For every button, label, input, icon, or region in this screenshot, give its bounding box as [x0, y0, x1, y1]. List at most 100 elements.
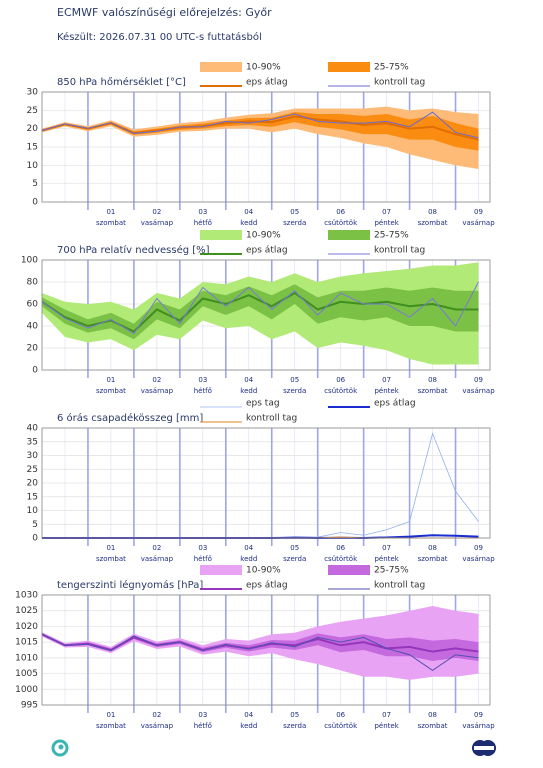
y-tick-label: 5: [32, 520, 38, 530]
weekday-label: vasárnap: [462, 555, 495, 563]
weekday-label: szombat: [418, 387, 448, 395]
chart-title: 6 órás csapadékösszeg [mm]: [57, 412, 203, 424]
day-label: 04: [244, 376, 253, 384]
y-tick-label: 30: [27, 88, 39, 98]
y-tick-label: 40: [27, 322, 39, 332]
line: [41, 111, 479, 139]
weekday-label: vasárnap: [462, 387, 495, 395]
day-label: 06: [336, 208, 345, 216]
chart-title: 700 hPa relatív nedvesség [%]: [57, 244, 210, 256]
weekday-label: szerda: [283, 387, 306, 395]
legend-label: eps tag: [246, 399, 280, 409]
y-tick-label: 0: [32, 534, 38, 544]
weekday-label: péntek: [374, 555, 399, 563]
left-logo: [51, 739, 69, 757]
y-tick-label: 15: [27, 492, 38, 502]
legend-label: kontroll tag: [374, 78, 425, 88]
legend-swatch: [200, 230, 242, 240]
y-tick-label: 35: [27, 437, 38, 447]
legend-label: 25-75%: [374, 231, 409, 241]
day-label: 05: [290, 208, 299, 216]
ecmwf-logo: [472, 740, 496, 756]
day-label: 09: [474, 711, 483, 719]
y-tick-label: 1005: [15, 669, 38, 679]
weekday-label: szombat: [96, 722, 126, 730]
legend-label: 10-90%: [246, 231, 281, 241]
weekday-label: kedd: [240, 555, 257, 563]
band: [42, 284, 479, 340]
legend-swatch: [328, 230, 370, 240]
day-label: 09: [474, 208, 483, 216]
day-label: 05: [290, 376, 299, 384]
y-tick-label: 0: [32, 366, 38, 376]
day-label: 05: [290, 711, 299, 719]
weekday-label: vasárnap: [141, 722, 174, 730]
band: [42, 262, 479, 365]
legend-label: eps átlag: [374, 399, 416, 409]
day-label: 02: [152, 376, 161, 384]
y-tick-label: 10: [27, 161, 39, 171]
legend-label: eps átlag: [246, 246, 288, 256]
y-tick-label: 995: [21, 701, 38, 711]
line: [41, 281, 479, 335]
day-label: 01: [106, 376, 115, 384]
y-tick-label: 20: [27, 344, 39, 354]
y-tick-label: 15: [27, 143, 38, 153]
day-label: 08: [428, 208, 437, 216]
weekday-label: szerda: [283, 722, 306, 730]
day-label: 08: [428, 544, 437, 552]
weekday-label: szombat: [96, 387, 126, 395]
day-label: 01: [106, 208, 115, 216]
band: [42, 112, 479, 151]
weekday-label: vasárnap: [141, 219, 174, 227]
y-tick-label: 1000: [15, 685, 38, 695]
plot-frame: [41, 594, 491, 706]
weekday-label: szombat: [418, 722, 448, 730]
plot-frame: [41, 427, 491, 539]
y-tick-label: 1030: [15, 591, 38, 601]
legend-swatch: [200, 62, 242, 72]
day-label: 06: [336, 376, 345, 384]
y-tick-label: 25: [27, 106, 38, 116]
chart-title: 850 hPa hőmérséklet [°C]: [57, 76, 186, 88]
weekday-label: szombat: [96, 555, 126, 563]
weekday-label: péntek: [374, 219, 399, 227]
day-label: 02: [152, 711, 161, 719]
weekday-label: péntek: [374, 387, 399, 395]
y-tick-label: 100: [21, 256, 38, 266]
weekday-label: szombat: [418, 555, 448, 563]
y-tick-label: 1020: [15, 622, 38, 632]
day-label: 05: [290, 544, 299, 552]
y-tick-label: 10: [27, 506, 39, 516]
line: [41, 633, 479, 672]
y-tick-label: 1010: [15, 653, 38, 663]
day-label: 08: [428, 376, 437, 384]
chart-title: tengerszinti légnyomás [hPa]: [57, 579, 203, 591]
legend-label: 10-90%: [246, 566, 281, 576]
y-tick-label: 25: [27, 465, 38, 475]
day-label: 09: [474, 544, 483, 552]
y-tick-label: 5: [32, 179, 38, 189]
y-tick-label: 20: [27, 479, 39, 489]
legend-swatch: [200, 565, 242, 575]
day-label: 06: [336, 544, 345, 552]
weekday-label: hétfő: [194, 218, 212, 227]
weekday-label: hétfő: [194, 554, 212, 563]
y-tick-label: 20: [27, 124, 39, 134]
weekday-label: szombat: [418, 219, 448, 227]
legend-label: kontroll tag: [246, 414, 297, 424]
weekday-label: vasárnap: [141, 387, 174, 395]
day-label: 07: [382, 711, 391, 719]
weekday-label: vasárnap: [462, 219, 495, 227]
y-tick-label: 0: [32, 198, 38, 208]
day-label: 03: [198, 544, 207, 552]
legend-label: kontroll tag: [374, 581, 425, 591]
weekday-label: vasárnap: [141, 555, 174, 563]
day-label: 04: [244, 711, 253, 719]
day-label: 04: [244, 544, 253, 552]
legend-label: kontroll tag: [374, 246, 425, 256]
weekday-label: szombat: [96, 219, 126, 227]
day-label: 01: [106, 711, 115, 719]
day-label: 03: [198, 376, 207, 384]
